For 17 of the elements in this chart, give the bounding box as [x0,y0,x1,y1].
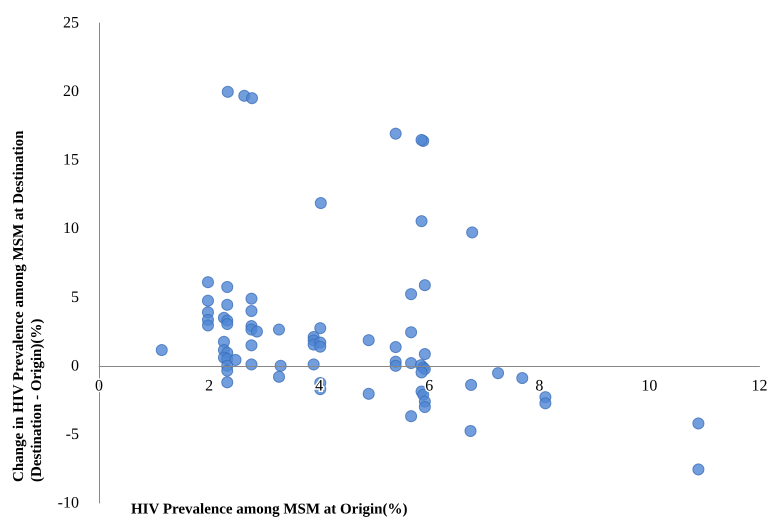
x-tick-label: 10 [641,377,658,394]
y-tick-label: 10 [63,220,79,238]
y-tick-label: 5 [71,288,79,306]
x-tick-label: 12 [752,377,768,394]
y-tick-label: 15 [63,152,79,169]
x-tick-label: 8 [535,377,544,394]
x-tick-label: 6 [425,377,434,394]
y-tick-label: 25 [63,14,79,32]
y-tick-label: -10 [58,494,79,512]
y-axis-title: Change in HIV Prevalence among MSM at Destination (Destination - Origin)(%) [11,126,45,482]
y-tick-label: 20 [63,83,79,100]
y-tick-label: -5 [66,426,79,443]
x-tick-label: 2 [205,377,214,394]
x-axis-title: HIV Prevalence among MSM at Origin(%) [131,502,408,518]
x-tick-label: 4 [315,377,324,394]
y-tick-label: 0 [71,357,79,374]
x-tick-label: 0 [95,377,103,394]
